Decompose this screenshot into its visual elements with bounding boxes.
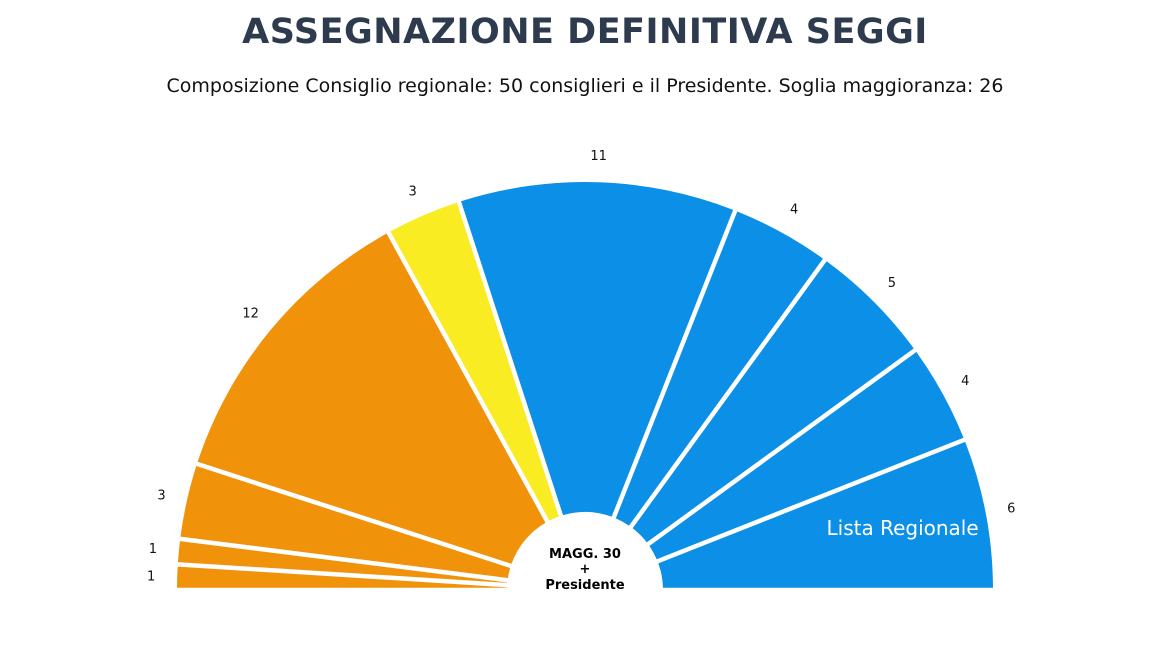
center-label-line-3: Presidente bbox=[545, 578, 625, 593]
seat-slice-9 bbox=[649, 352, 964, 560]
seat-value-label-3: 3 bbox=[157, 488, 165, 503]
seat-value-label-8: 5 bbox=[888, 276, 896, 291]
center-label-line-1: MAGG. 30 bbox=[549, 547, 621, 562]
seat-slice-2 bbox=[177, 541, 508, 583]
center-label-line-2: + bbox=[580, 562, 591, 577]
seat-value-label-6: 11 bbox=[590, 149, 607, 164]
seat-value-label-4: 12 bbox=[242, 306, 259, 321]
seat-value-label-5: 3 bbox=[408, 185, 416, 200]
seat-slice-5 bbox=[390, 202, 559, 521]
seat-slice-8 bbox=[632, 261, 914, 543]
chart-subtitle: Composizione Consiglio regionale: 50 con… bbox=[166, 75, 1004, 97]
seat-value-label-9: 4 bbox=[961, 374, 969, 389]
seat-value-label-1: 1 bbox=[147, 569, 155, 584]
seat-slice-7 bbox=[615, 211, 823, 526]
seat-value-label-10: 6 bbox=[1007, 502, 1015, 517]
seat-slice-6 bbox=[461, 182, 734, 517]
seat-slice-10 bbox=[658, 441, 993, 588]
seat-slice-1 bbox=[177, 566, 508, 588]
seat-slice-3 bbox=[180, 466, 511, 578]
chart-title: ASSEGNAZIONE DEFINITIVA SEGGI bbox=[242, 12, 928, 52]
seat-value-label-7: 4 bbox=[790, 203, 798, 218]
slice-annotation-1: Lista Regionale bbox=[827, 516, 979, 540]
seat-slice-4 bbox=[197, 233, 546, 564]
seat-value-label-2: 1 bbox=[149, 542, 157, 557]
